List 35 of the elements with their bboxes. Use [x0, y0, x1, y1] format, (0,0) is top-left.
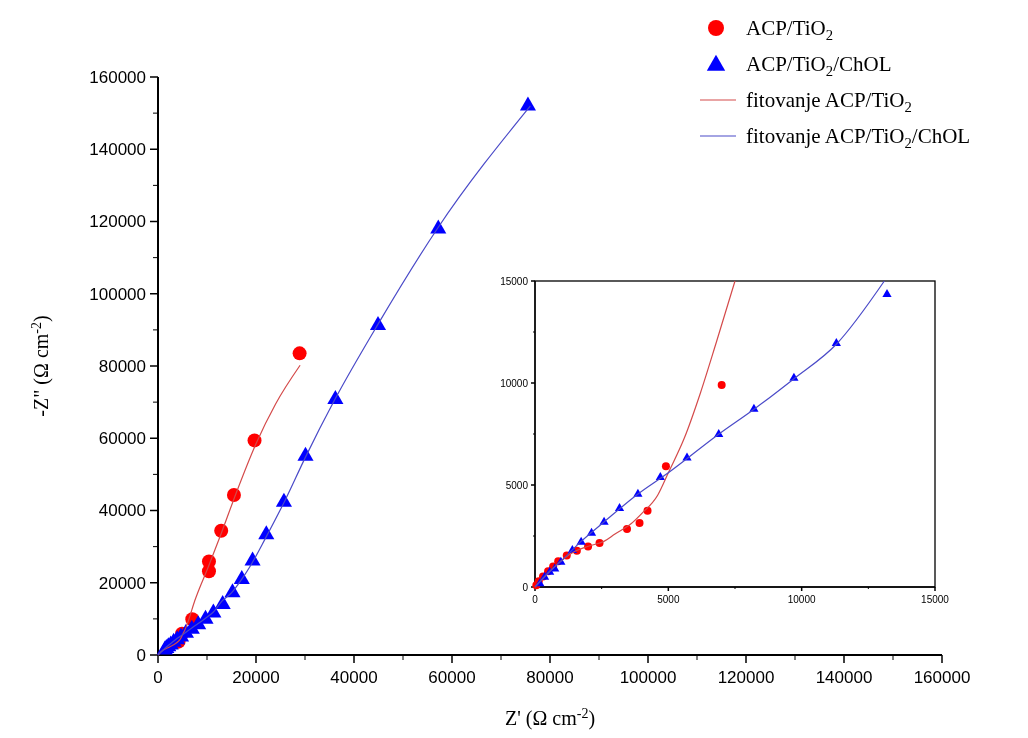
- y-tick-label: 40000: [98, 501, 146, 521]
- point: [292, 346, 307, 361]
- x-tick-label: 5000: [657, 594, 680, 605]
- point: [635, 518, 644, 527]
- y-tick-label: 80000: [98, 356, 146, 376]
- point: [882, 289, 892, 298]
- x-axis-title: Z' (Ω cm$^{-2}$): [504, 705, 596, 730]
- x-tick-label: 140000: [815, 668, 873, 687]
- y-tick-label: 100000: [89, 284, 146, 304]
- y-tick-label: 120000: [89, 212, 146, 232]
- y-tick-label: 0: [522, 581, 529, 593]
- legend-label: ACP/TiO$_{2}$/ChOL: [746, 52, 892, 79]
- x-tick-label: 40000: [330, 668, 378, 687]
- x-tick-label: 0: [153, 668, 163, 687]
- x-tick-label: 0: [532, 594, 539, 605]
- x-tick-label: 20000: [232, 668, 280, 687]
- y-tick-label: 15000: [500, 275, 529, 287]
- y-tick-label: 140000: [89, 140, 146, 160]
- point: [661, 462, 670, 471]
- y-tick-label: 60000: [98, 429, 146, 449]
- x-tick-label: 15000: [921, 594, 950, 605]
- y-tick-label: 5000: [505, 479, 529, 491]
- legend-label: fitovanje ACP/TiO$_{2}$/ChOL: [746, 124, 971, 151]
- y-tick-label: 160000: [89, 67, 146, 87]
- x-tick-label: 80000: [526, 668, 574, 687]
- point: [717, 381, 726, 390]
- x-tick-label: 10000: [787, 594, 817, 605]
- legend-label: fitovanje ACP/TiO$_{2}$: [746, 88, 912, 115]
- legend-label: ACP/TiO$_{2}$: [746, 16, 834, 43]
- y-tick-label: 0: [136, 645, 146, 665]
- x-tick-label: 160000: [913, 668, 971, 687]
- x-tick-label: 100000: [619, 668, 677, 687]
- x-tick-label: 60000: [428, 668, 476, 687]
- y-tick-label: 10000: [500, 377, 529, 389]
- x-tick-label: 120000: [717, 668, 775, 687]
